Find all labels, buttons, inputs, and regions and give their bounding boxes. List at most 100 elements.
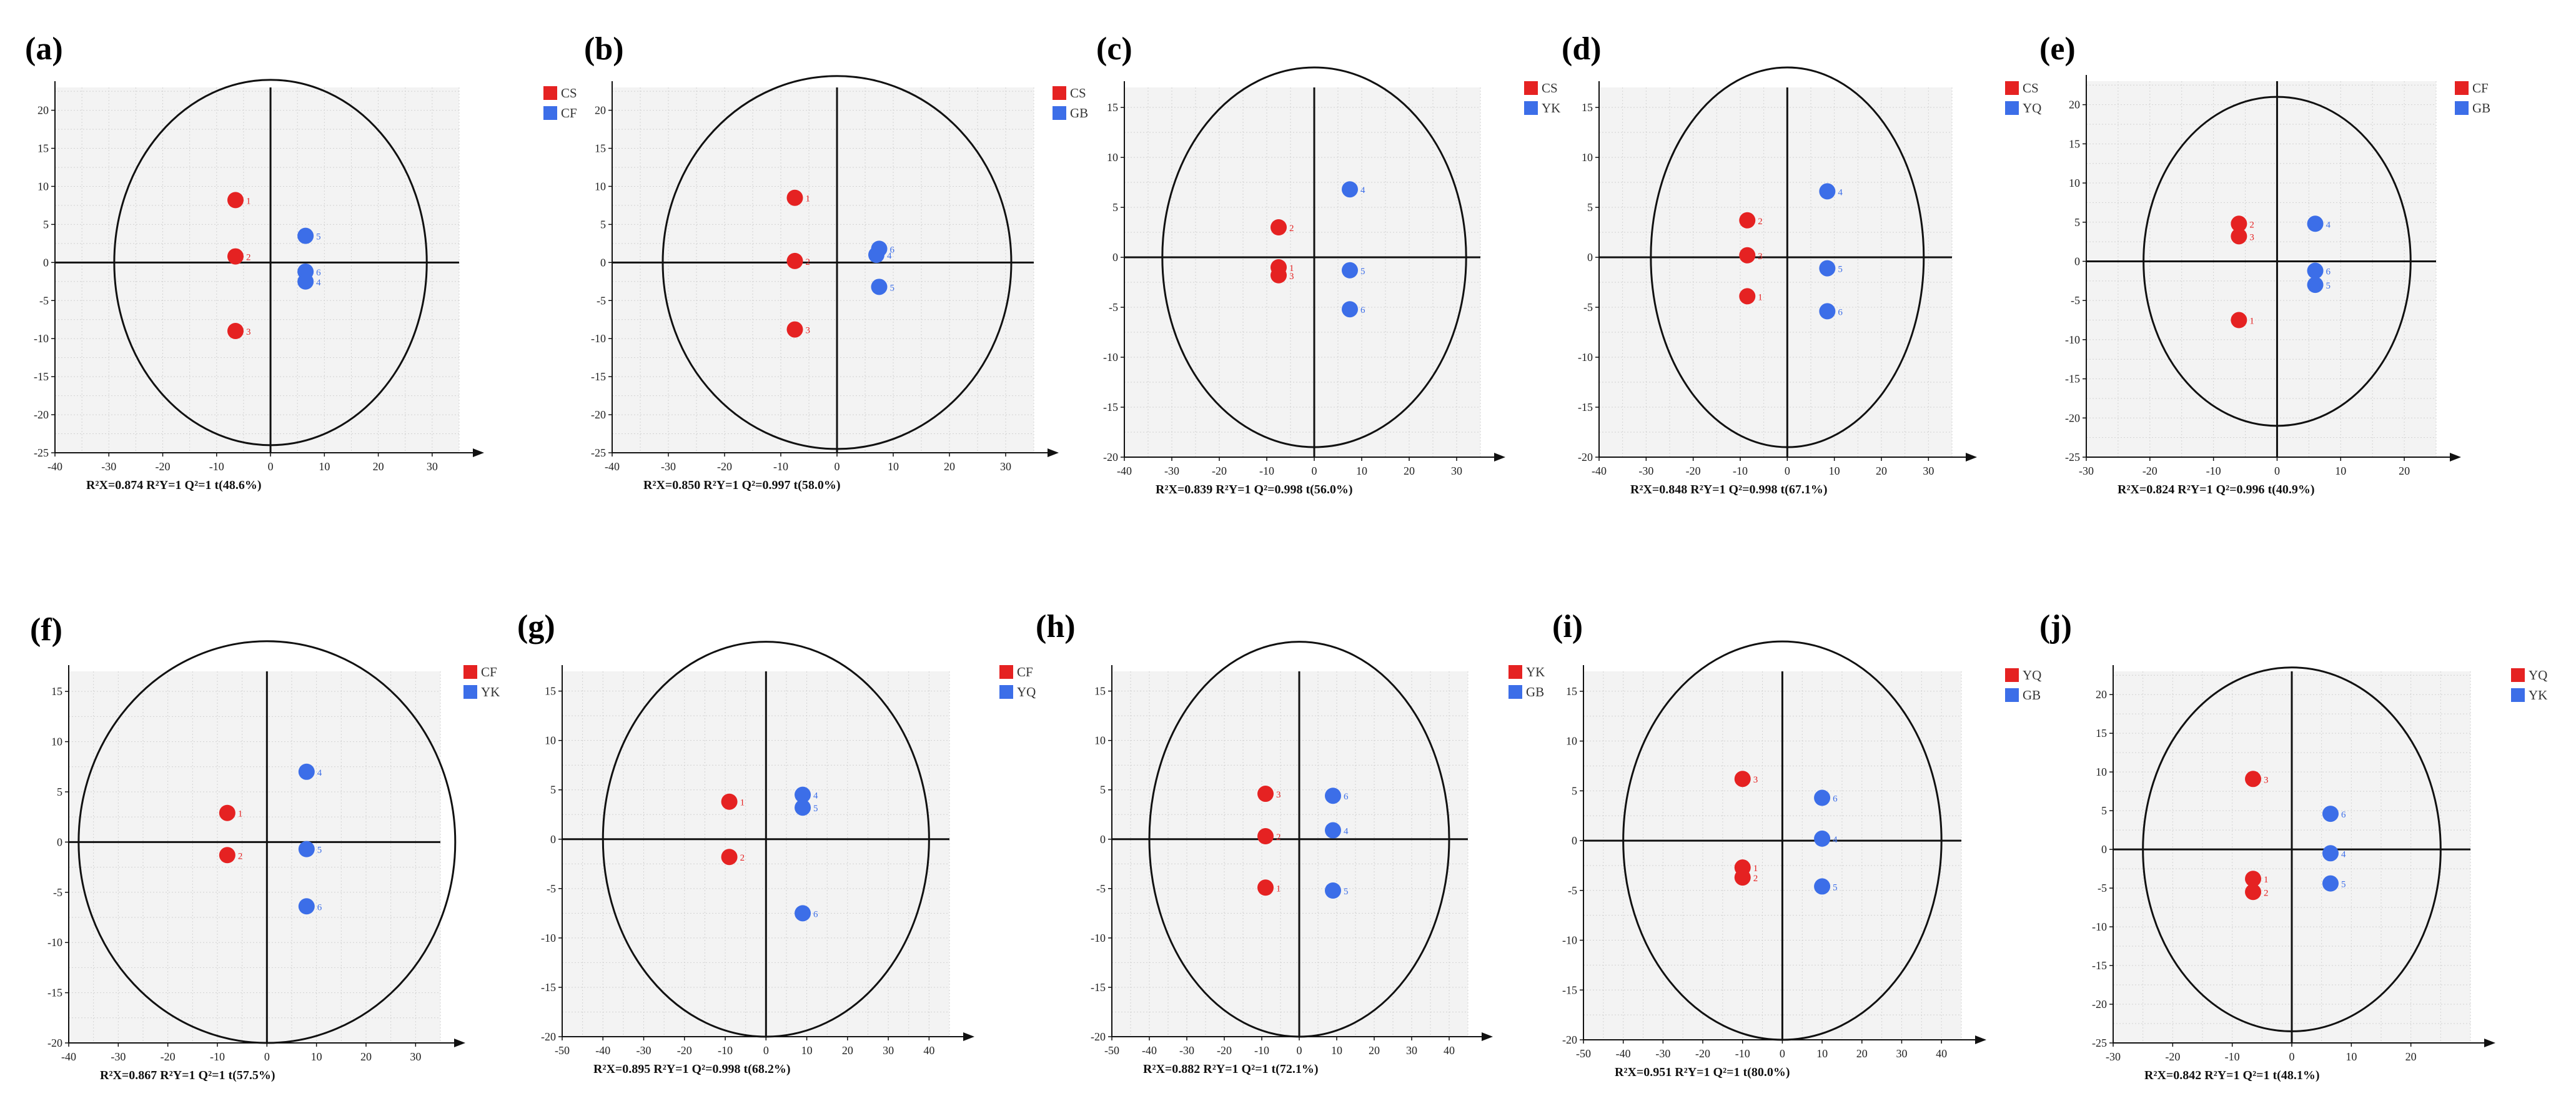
y-tick-label: 10 [2069,177,2080,189]
score-plot-panel: (h)-50 -40 -30 -20 -10 0 10 20 30 40151050-5-10-1… [1036,609,1545,1076]
x-tick-label: -50 [1576,1047,1591,1060]
y-tick-label: 0 [600,256,606,269]
x-tick-label: 30 [1451,465,1462,477]
sample-point-label: 2 [1758,217,1763,227]
y-tick-label: 5 [2074,216,2080,229]
x-tick-label: -40 [1117,465,1132,477]
y-tick-label: -15 [541,981,556,994]
y-tick-label: 15 [545,685,556,698]
y-tick-label: 10 [595,180,606,192]
sample-point-label: 6 [1344,792,1349,802]
x-tick-label: 20 [1404,465,1415,477]
sample-point-label: 6 [1833,794,1838,804]
score-plot-panel: (c)-40 -30 -20 -10 0 10 20 30151050-5-10-15-20R… [1096,31,1560,496]
x-axis-arrow [1048,448,1059,457]
y-tick-label: 0 [57,836,62,848]
sample-point [2322,845,2339,862]
y-tick-label: -10 [2092,921,2107,933]
panel-label: (g) [517,609,555,644]
y-tick-label: -15 [1562,984,1577,996]
sample-point [2231,228,2247,245]
sample-point [1814,789,1831,806]
x-axis-arrow [1975,1035,1986,1044]
sample-point-label: 2 [1289,224,1294,234]
score-plot-panel: (a)-40 -30 -20 -10 0 10 20 3020151050-5-10-15-2… [25,31,577,492]
x-tick-label: 10 [888,460,899,473]
sample-point [298,841,315,857]
legend-swatch [463,665,477,679]
x-tick-label: 10 [2335,465,2346,477]
sample-point [1342,181,1358,198]
model-statistics: R²X=0.824 R²Y=1 Q²=0.996 t(40.9%) [2118,483,2315,496]
y-tick-label: 5 [600,218,606,230]
legend-label: GB [1070,106,1088,121]
y-tick-label: 0 [1572,834,1577,847]
sample-point-label: 6 [1360,305,1365,315]
y-tick-label: 10 [1566,735,1577,748]
score-plot-panel: (b)-40 -30 -20 -10 0 10 20 3020151050-5-10-15-2… [584,31,1088,492]
plot-area [1124,87,1480,457]
y-tick-label: 15 [1107,101,1118,114]
x-tick-label: -30 [111,1050,126,1063]
sample-point [1734,869,1751,886]
sample-point-label: 4 [813,791,818,801]
x-tick-label: 0 [1785,465,1790,477]
sample-point [2245,871,2262,887]
y-tick-label: -10 [541,932,556,944]
x-tick-label: -40 [61,1050,76,1063]
plot-area [69,671,440,1043]
sample-point [1271,219,1287,235]
legend-label: YQ [2023,101,2041,116]
legend-swatch [1053,86,1066,100]
y-tick-label: -5 [53,886,62,899]
sample-point-label: 5 [1833,882,1838,892]
sample-point-label: 6 [316,268,321,278]
sample-point-label: 2 [2264,888,2269,898]
y-tick-label: -20 [47,1037,62,1049]
x-tick-label: 30 [883,1044,894,1057]
y-tick-label: -25 [591,447,606,459]
y-tick-label: 0 [1112,251,1118,264]
x-tick-label: -10 [210,1050,225,1063]
sample-point-label: 4 [1360,185,1365,195]
y-tick-label: -5 [2098,882,2107,894]
x-tick-label: -30 [1179,1044,1194,1057]
score-plot-panel: (g)-50 -40 -30 -20 -10 0 10 20 30 40151050-5-10-1… [517,609,1036,1076]
x-axis-arrow [2484,1039,2495,1047]
sample-point [795,799,811,816]
x-tick-label: -30 [2106,1050,2121,1063]
sample-point [2307,262,2324,279]
sample-point-label: 2 [740,853,745,863]
sample-point-label: 3 [1276,790,1281,800]
sample-point-label: 3 [1753,775,1758,785]
sample-point [2322,875,2339,892]
sample-point-label: 6 [890,245,895,255]
legend-swatch [1508,665,1522,679]
legend-label: YQ [1017,684,1036,699]
legend-swatch [543,106,557,120]
y-tick-label: 0 [2074,255,2080,267]
sample-point-label: 4 [1833,835,1838,845]
legend-label: YK [1526,664,1545,679]
x-axis-arrow [1494,453,1505,462]
y-tick-label: -10 [34,332,49,345]
x-tick-label: 20 [1876,465,1887,477]
x-tick-label: 0 [264,1050,270,1063]
plot-area [1599,87,1952,457]
y-tick-label: -10 [2065,333,2080,346]
x-tick-label: -30 [2079,465,2094,477]
y-tick-label: -15 [591,370,606,383]
x-axis-arrow [454,1039,465,1047]
x-tick-label: -30 [101,460,116,473]
y-tick-label: -20 [1091,1030,1106,1043]
panel-label: (f) [30,612,62,648]
sample-point-label: 1 [246,196,251,206]
score-plot-panel: (i)-50 -40 -30 -20 -10 0 10 20 30 40151050-5-10-1… [1552,609,2041,1079]
sample-point-label: 3 [246,327,251,337]
sample-point [1325,788,1341,804]
sample-point-label: 1 [1758,292,1763,302]
sample-point-label: 2 [246,253,251,263]
sample-point [1819,260,1836,277]
legend-label: GB [2023,688,2041,703]
sample-point [795,905,811,922]
